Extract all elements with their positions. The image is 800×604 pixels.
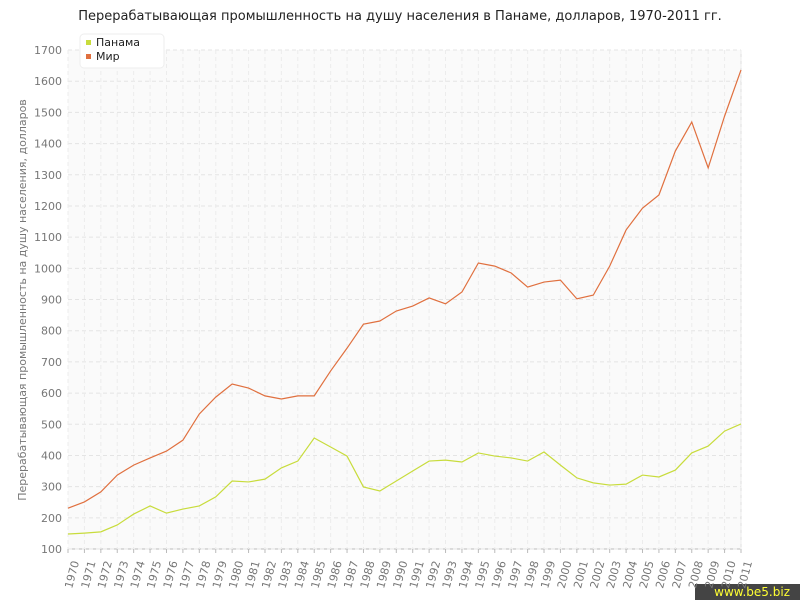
watermark: www.be5.biz <box>714 585 790 599</box>
legend-swatch <box>86 40 91 45</box>
legend-swatch <box>86 54 91 59</box>
y-tick-label: 200 <box>41 512 62 525</box>
y-tick-label: 1100 <box>34 231 62 244</box>
y-tick-label: 1700 <box>34 44 62 57</box>
y-tick-label: 100 <box>41 543 62 556</box>
y-tick-label: 1600 <box>34 75 62 88</box>
watermark-bg <box>695 584 800 600</box>
y-tick-label: 300 <box>41 481 62 494</box>
y-tick-label: 600 <box>41 387 62 400</box>
y-tick-label: 400 <box>41 449 62 462</box>
chart-title: Перерабатывающая промышленность на душу … <box>78 9 722 24</box>
y-tick-label: 900 <box>41 294 62 307</box>
y-tick-label: 700 <box>41 356 62 369</box>
series-line <box>67 69 742 509</box>
legend-box <box>79 33 165 69</box>
y-tick-label: 1200 <box>34 200 62 213</box>
y-tick-label: 1400 <box>34 138 62 151</box>
legend-label: Панама <box>96 36 140 49</box>
series-line <box>67 423 742 535</box>
y-tick-label: 1500 <box>34 106 62 119</box>
y-tick-label: 1000 <box>34 262 62 275</box>
y-tick-label: 800 <box>41 325 62 338</box>
y-axis-label: Перерабатывающая промышленность на душу … <box>16 99 29 501</box>
y-tick-label: 1300 <box>34 169 62 182</box>
legend-label: Мир <box>96 50 120 63</box>
y-tick-label: 500 <box>41 418 62 431</box>
